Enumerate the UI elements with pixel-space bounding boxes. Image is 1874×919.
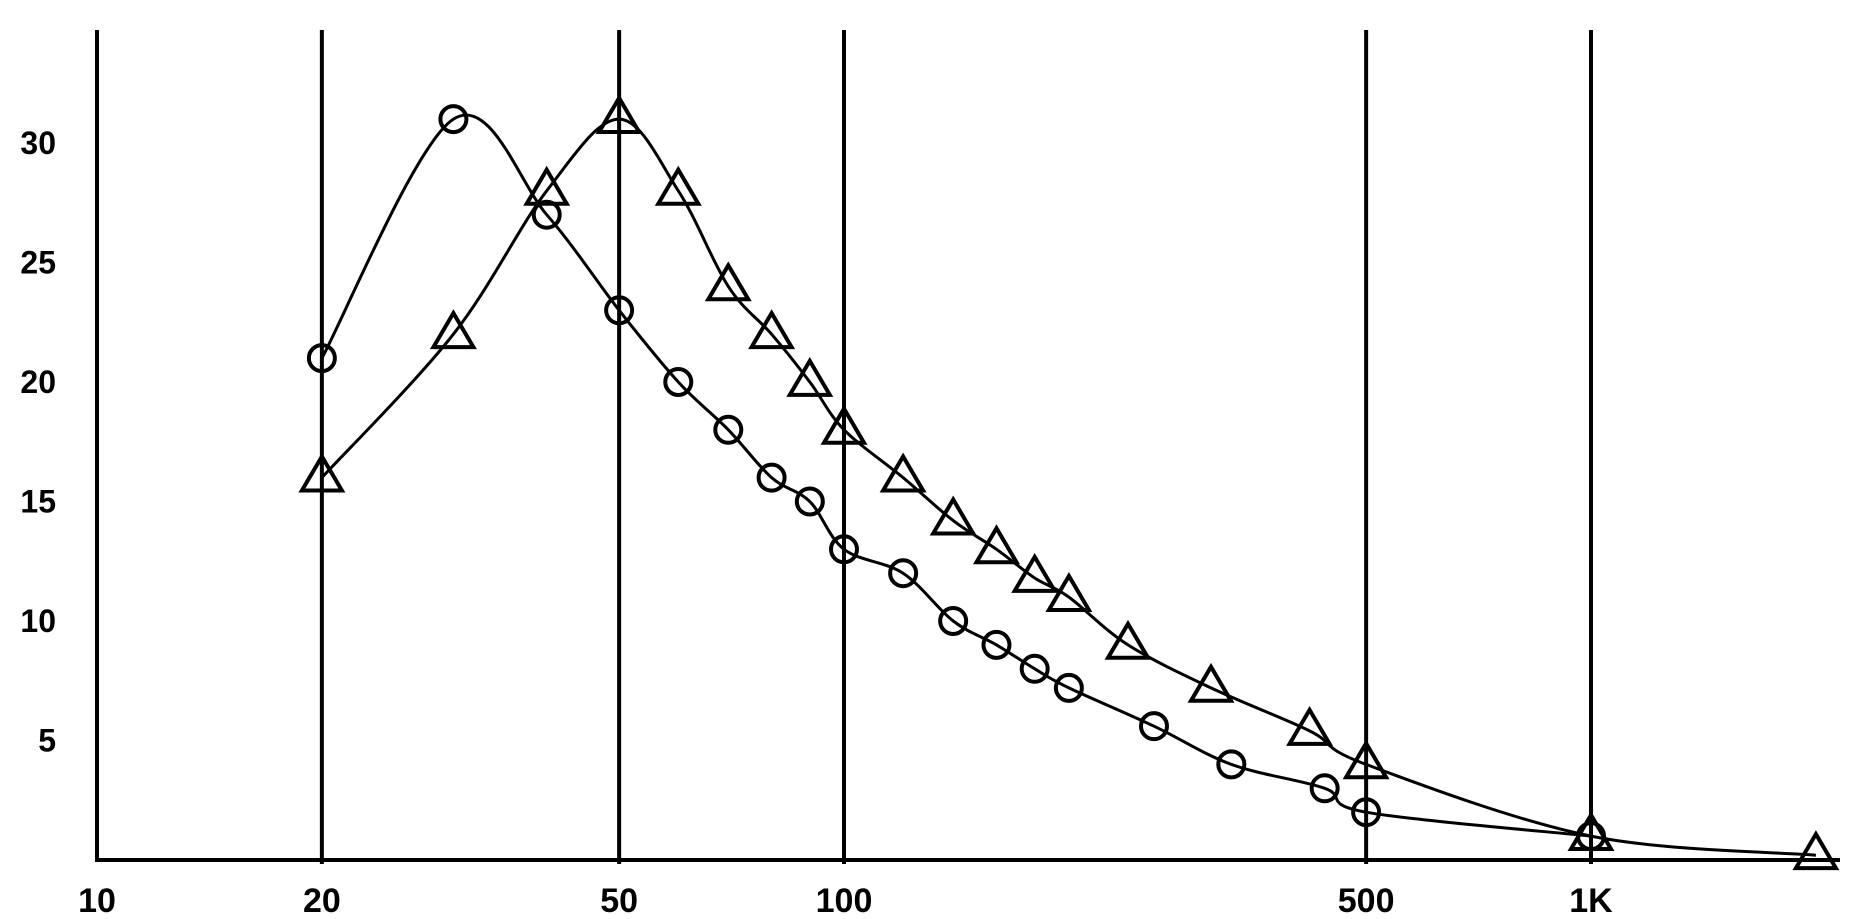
grid-lines [319, 30, 1593, 864]
triangle-marker [786, 356, 834, 397]
triangle-marker [704, 261, 752, 302]
circle-marker [1351, 797, 1382, 828]
x-tick-label: 100 [816, 882, 873, 919]
circle-marker [794, 486, 825, 517]
x-tick-label: 10 [78, 882, 116, 919]
triangle-marker [1286, 705, 1334, 746]
triangle-marker [973, 524, 1020, 565]
triangle-marker [1011, 552, 1059, 593]
y-tick-label: 20 [20, 364, 56, 400]
circle-marker [604, 295, 635, 326]
y-tick-label: 15 [20, 484, 56, 520]
triangle-marker [1342, 739, 1390, 780]
circle-marker [306, 343, 337, 374]
circle-marker [438, 104, 469, 135]
x-tick-label: 500 [1338, 882, 1395, 919]
y-tick-label: 25 [20, 245, 56, 281]
triangle-marker [929, 495, 977, 536]
triangle-marker [1187, 662, 1235, 703]
triangle-marker [1104, 619, 1152, 660]
triangle-marker [879, 452, 927, 493]
triangle-marker [748, 309, 796, 350]
circle-marker [829, 534, 859, 565]
circle-marker [1138, 711, 1169, 742]
triangle-marker [654, 165, 702, 206]
x-tick-label: 20 [303, 882, 341, 919]
circle-marker [1216, 749, 1247, 780]
x-tick-labels: 10 20 50 100 500 1K [78, 882, 1613, 919]
y-tick-label: 30 [20, 125, 56, 161]
circle-marker [938, 606, 969, 636]
triangle-series-line [320, 117, 1817, 857]
circle-marker [1309, 773, 1340, 804]
triangle-marker [595, 94, 643, 134]
axes [95, 30, 1840, 862]
triangle-marker [429, 309, 477, 350]
x-tick-label: 1K [1569, 882, 1613, 919]
circle-marker [756, 462, 787, 493]
circle-marker [1019, 653, 1050, 684]
y-tick-labels: 5 10 15 20 25 30 [20, 125, 56, 759]
circle-series-line [320, 113, 1592, 838]
plot-series [298, 94, 1840, 871]
circle-marker [713, 414, 744, 445]
circle-marker [888, 558, 919, 589]
circle-marker [663, 367, 694, 397]
triangle-marker [1045, 572, 1093, 612]
triangle-marker [523, 165, 571, 206]
circle-marker [981, 629, 1012, 660]
y-tick-label: 10 [20, 603, 56, 639]
x-tick-label: 50 [600, 882, 638, 919]
triangle-marker [298, 452, 346, 493]
circle-marker [1053, 672, 1084, 703]
triangle-marker [820, 404, 868, 445]
triangle-marker [1567, 811, 1615, 851]
triangle-marker [1792, 830, 1840, 871]
y-tick-label: 5 [38, 723, 56, 759]
